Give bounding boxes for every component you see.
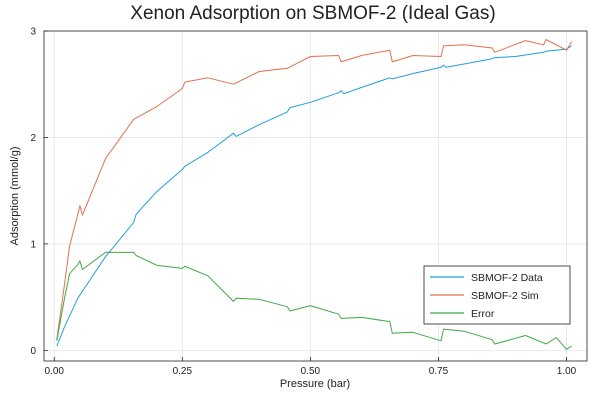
y-tick-label: 2	[30, 133, 36, 144]
legend-label-sbmof-2-sim: SBMOF-2 Sim	[471, 290, 539, 302]
series-line-error	[56, 251, 572, 350]
x-tick-label: 0.50	[301, 366, 321, 377]
x-axis-label: Pressure (bar)	[280, 378, 350, 390]
x-tick-label: 0.75	[429, 366, 449, 377]
y-axis-label: Adsorption (mmol/g)	[9, 146, 21, 245]
x-tick-label: 0.00	[45, 366, 65, 377]
axis-ticks: 0.00 0.25 0.50 0.75 1.00 0 1 2 3	[30, 27, 576, 378]
legend: SBMOF-2 Data SBMOF-2 Sim Error	[423, 265, 571, 325]
series-line-sbmof-2-sim	[56, 39, 573, 340]
y-tick-label: 3	[30, 27, 36, 38]
chart-title: Xenon Adsorption on SBMOF-2 (Ideal Gas)	[130, 3, 495, 24]
series-line-sbmof-2-data	[56, 45, 572, 347]
y-tick-label: 1	[30, 239, 36, 250]
x-tick-label: 0.25	[173, 366, 193, 377]
legend-label-error: Error	[471, 308, 495, 320]
plot-frame	[43, 30, 588, 362]
x-tick-label: 1.00	[557, 366, 577, 377]
series-lines	[56, 39, 573, 350]
legend-label-sbmof-2-data: SBMOF-2 Data	[471, 272, 543, 284]
y-tick-label: 0	[30, 346, 36, 357]
